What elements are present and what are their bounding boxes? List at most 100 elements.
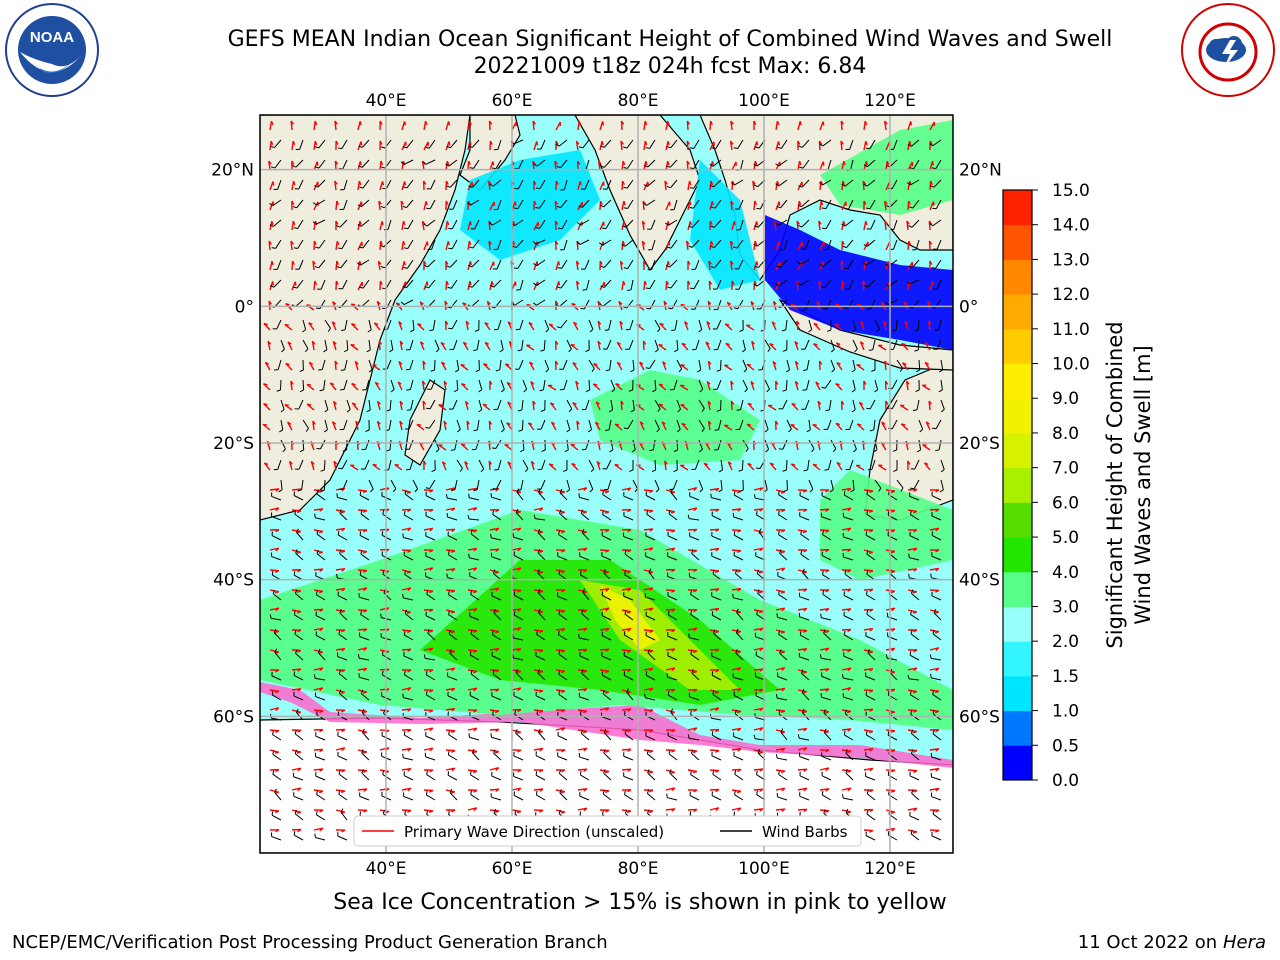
wave-arrow <box>665 667 675 671</box>
wave-arrowhead <box>473 608 478 612</box>
wind-barb <box>646 199 656 206</box>
wind-barb-flag <box>513 591 516 596</box>
wind-barb-flag <box>678 368 683 373</box>
wind-barb <box>782 439 788 450</box>
wind-barb-flag <box>823 809 826 814</box>
wave-arrow <box>467 487 477 491</box>
wave-arrow <box>819 608 830 611</box>
wave-arrowhead <box>538 531 543 534</box>
wave-arrowhead <box>396 302 401 306</box>
wind-barb-flag <box>887 771 890 776</box>
wind-barb-flag <box>647 769 650 774</box>
wave-arrowhead <box>445 280 449 285</box>
wind-barb-flag <box>299 389 304 393</box>
wind-barb <box>931 515 942 521</box>
wind-barb <box>843 655 854 661</box>
wind-barb <box>368 399 371 410</box>
wind-barb <box>448 594 458 601</box>
wave-arrowhead <box>407 708 412 712</box>
wave-arrowhead <box>835 422 841 426</box>
wave-arrow <box>313 789 324 792</box>
wave-arrowhead <box>601 121 605 126</box>
wind-barb <box>601 655 612 661</box>
wind-barb-flag <box>623 186 628 189</box>
wind-barb <box>799 495 810 501</box>
wind-barb-flag <box>666 793 668 798</box>
wave-arrow <box>753 261 758 271</box>
wave-arrowhead <box>605 707 610 712</box>
wave-arrowhead <box>776 120 780 126</box>
wind-barb-flag <box>821 386 826 389</box>
wind-barb <box>318 139 326 149</box>
wave-arrowhead <box>847 507 852 512</box>
wave-arrowhead <box>517 787 522 792</box>
wave-arrowhead <box>812 423 817 426</box>
wave-arrow <box>621 649 632 652</box>
wave-arrow <box>397 381 403 391</box>
wind-barb <box>469 615 480 621</box>
wave-arrowhead <box>538 571 543 574</box>
wave-arrow <box>313 608 324 611</box>
wave-arrowhead <box>529 361 534 365</box>
wave-arrow <box>621 587 631 591</box>
wind-barb <box>827 159 832 170</box>
wind-barb <box>538 612 546 621</box>
wave-arrow <box>440 342 447 351</box>
wind-barb-flag <box>654 349 659 353</box>
wind-barb-flag <box>919 428 924 433</box>
wave-arrowhead <box>759 508 764 512</box>
wave-arrowhead <box>790 303 795 306</box>
wave-arrow <box>268 160 271 171</box>
wind-barb <box>800 279 810 286</box>
wave-arrowhead <box>846 811 852 814</box>
wave-arrowhead <box>398 321 403 325</box>
wave-arrowhead <box>934 630 940 634</box>
wind-barb <box>610 379 616 390</box>
wind-barb <box>271 556 282 561</box>
wind-barb-flag <box>670 488 674 493</box>
wave-arrow <box>269 140 272 151</box>
wind-barb-flag <box>435 448 440 453</box>
wave-arrowhead <box>715 749 720 753</box>
wave-arrow <box>547 384 557 391</box>
wind-barb <box>603 732 612 741</box>
wave-arrowhead <box>865 220 868 226</box>
wave-arrow <box>643 667 653 671</box>
wind-barb-flag <box>293 247 298 250</box>
wind-barb <box>272 199 282 207</box>
wind-barb-flag <box>480 468 485 473</box>
wave-arrowhead <box>825 549 830 553</box>
wind-barb <box>302 339 309 349</box>
wind-barb <box>627 419 634 429</box>
wind-barb-flag <box>851 409 856 413</box>
wind-barb <box>535 755 546 761</box>
wind-barb <box>407 259 414 269</box>
wind-barb <box>404 493 414 501</box>
wave-arrow <box>577 688 588 691</box>
wave-arrow <box>724 323 733 331</box>
wind-barb-flag <box>518 429 523 432</box>
wind-barb <box>646 753 656 761</box>
wave-arrowhead <box>539 649 544 653</box>
wave-arrow <box>639 421 645 431</box>
wave-arrowhead <box>884 380 889 385</box>
wave-arrow <box>577 627 587 631</box>
wind-barb-flag <box>585 389 590 393</box>
wind-barb <box>733 516 744 521</box>
wave-arrow <box>532 120 535 131</box>
wind-barb <box>713 179 722 188</box>
wave-arrow <box>555 569 566 573</box>
wind-barb <box>272 734 282 741</box>
wave-arrowhead <box>727 461 732 465</box>
wave-arrowhead <box>714 570 720 574</box>
wave-arrow <box>708 280 711 291</box>
wind-barb-flag <box>470 630 473 635</box>
wind-barb <box>623 495 634 501</box>
wind-barb <box>425 555 436 561</box>
wind-barb-flag <box>557 267 562 269</box>
wind-barb <box>785 379 788 391</box>
wind-barb <box>294 753 304 761</box>
wind-barb-flag <box>906 280 911 285</box>
wind-barb <box>559 792 568 801</box>
wind-barb-flag <box>406 409 411 411</box>
